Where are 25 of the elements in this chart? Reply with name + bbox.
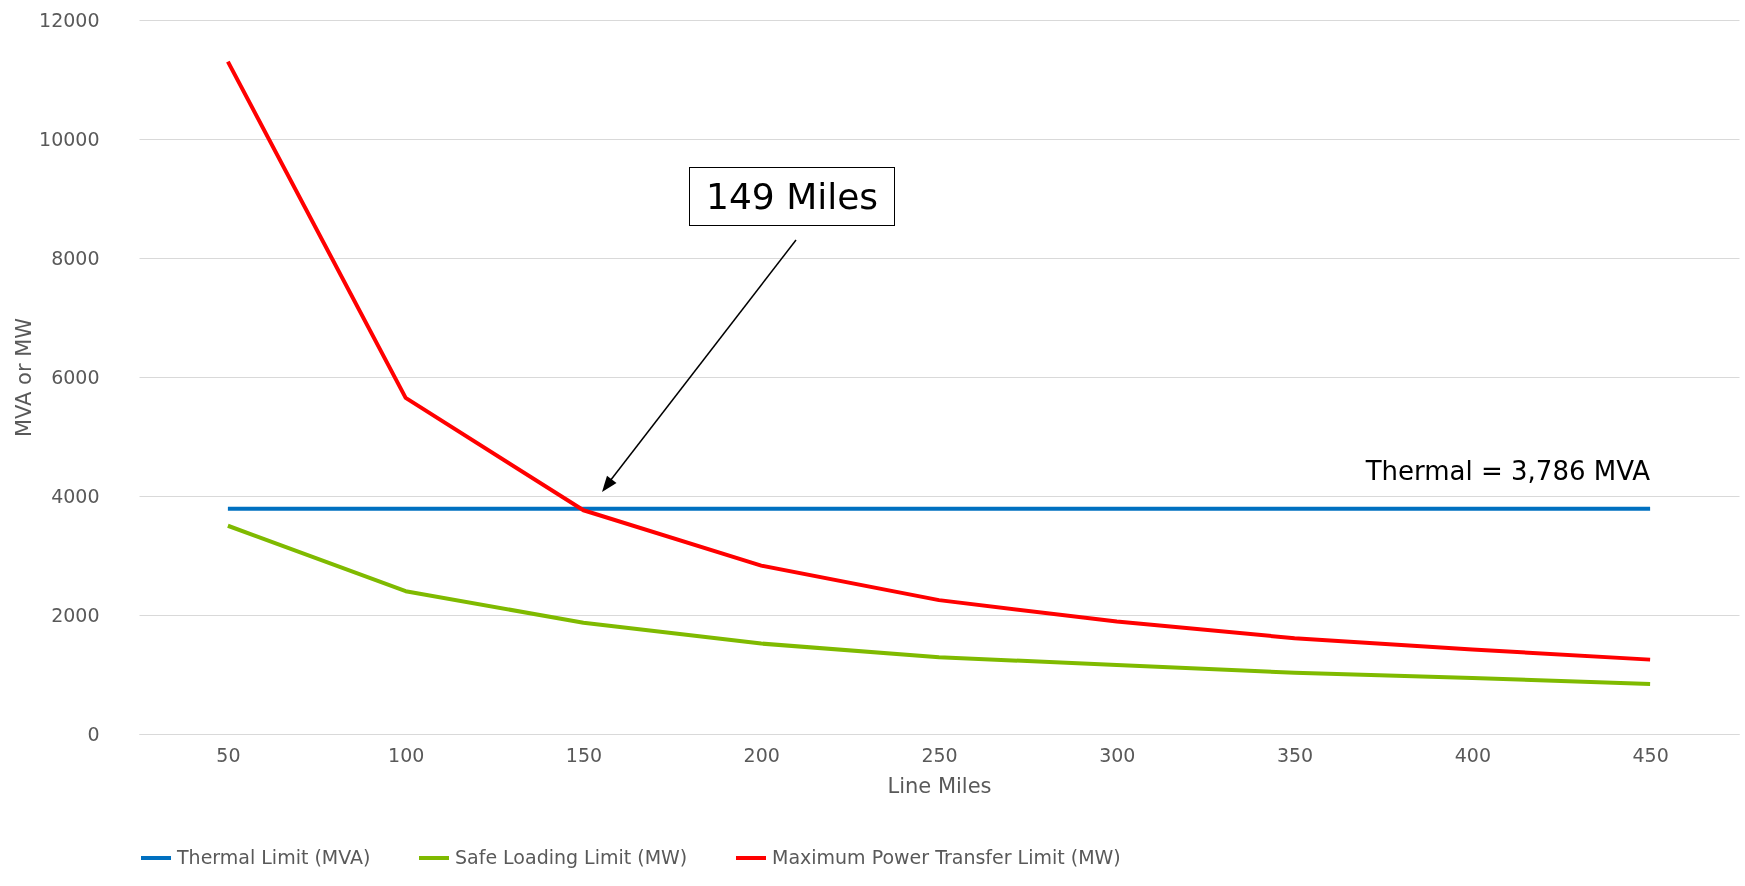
legend-label: Thermal Limit (MVA): [176, 846, 371, 868]
y-tick-label: 10000: [39, 127, 100, 150]
y-axis-title: MVA or MW: [12, 317, 37, 438]
legend-label: Maximum Power Transfer Limit (MW): [772, 846, 1121, 868]
y-tick-label: 6000: [51, 365, 100, 388]
x-tick-label: 250: [921, 743, 958, 766]
x-tick-label: 350: [1276, 743, 1314, 766]
annotation: Thermal = 3,786 MVA: [1364, 455, 1651, 486]
x-tick-label: 150: [565, 743, 603, 766]
y-tick-label: 12000: [39, 8, 100, 31]
x-tick-label: 400: [1454, 743, 1491, 766]
x-tick-label: 300: [1099, 743, 1136, 766]
y-tick-label: 8000: [51, 246, 100, 269]
y-tick-label: 4000: [51, 484, 100, 507]
x-tick-label: 100: [388, 743, 425, 766]
x-tick-label: 200: [743, 743, 780, 766]
y-tick-label: 0: [87, 722, 100, 745]
x-tick-label: 450: [1632, 743, 1669, 766]
x-axis-title: Line Miles: [887, 773, 992, 798]
legend-label: Safe Loading Limit (MW): [455, 846, 688, 868]
line-series: [225, 523, 1653, 687]
x-tick-label: 50: [216, 743, 241, 766]
y-tick-label: 2000: [51, 603, 100, 626]
line-series: [225, 59, 1653, 662]
annotation: 149 Miles: [689, 167, 896, 226]
